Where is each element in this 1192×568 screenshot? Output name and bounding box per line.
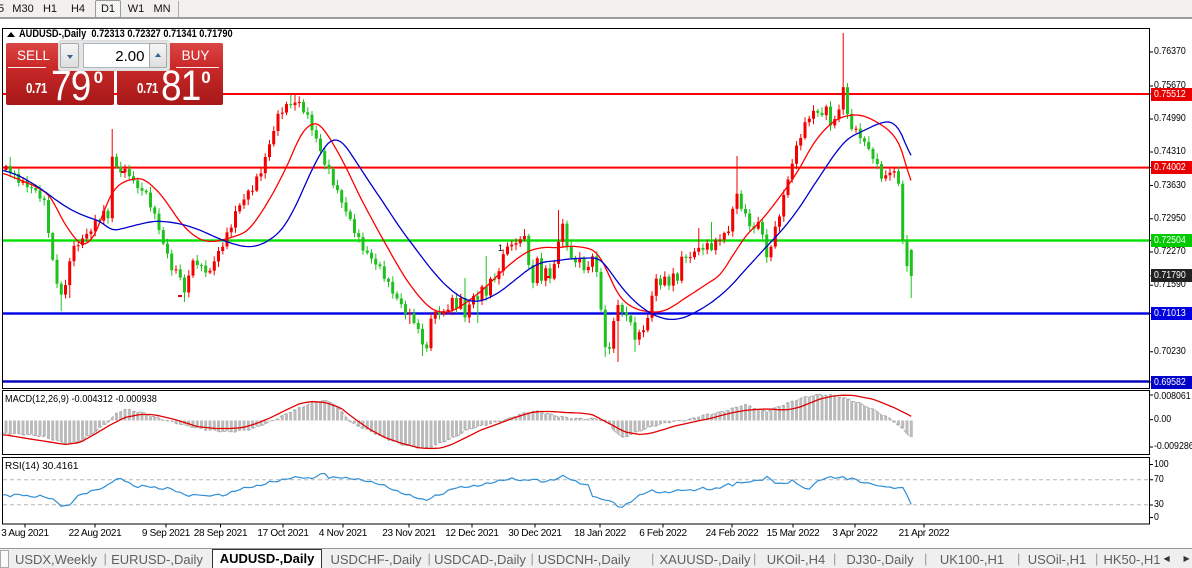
svg-text:1: 1: [498, 243, 503, 253]
